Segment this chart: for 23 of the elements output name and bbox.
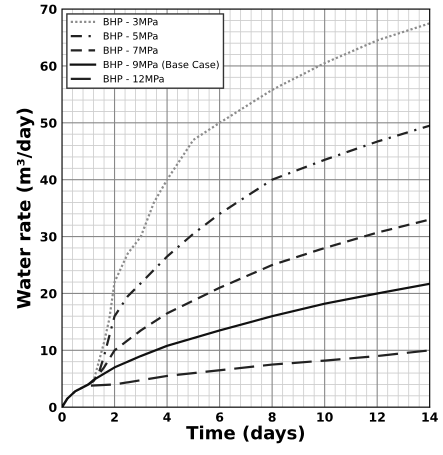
y-tick-label: 60 — [40, 61, 57, 71]
x-tick-label: 14 — [422, 412, 438, 422]
y-tick-label: 40 — [40, 175, 57, 185]
y-tick-label: 0 — [49, 402, 57, 412]
legend-label: BHP - 3MPa — [104, 18, 158, 26]
y-axis-title: Water rate (m³/day) — [16, 108, 34, 309]
y-tick-label: 70 — [40, 4, 57, 14]
x-tick-label: 10 — [317, 412, 333, 422]
x-tick-label: 0 — [58, 412, 66, 422]
legend-label: BHP - 7MPa — [104, 46, 158, 54]
legend-label: BHP - 12MPa — [104, 75, 164, 82]
legend-label: BHP - 9MPa (Base Case) — [104, 60, 219, 70]
x-tick-label: 4 — [163, 412, 171, 422]
y-tick-label: 10 — [41, 346, 57, 356]
x-tick-label: 6 — [216, 412, 224, 422]
x-tick-label: 2 — [111, 412, 118, 422]
y-tick-label: 30 — [40, 232, 57, 242]
x-tick-label: 12 — [370, 412, 385, 422]
y-tick-label: 50 — [40, 118, 57, 128]
x-tick-label: 8 — [268, 412, 276, 422]
y-tick-label: 20 — [40, 288, 57, 298]
legend-label: BHP - 5MPa — [104, 32, 158, 40]
x-axis-title: Time (days) — [186, 426, 304, 444]
